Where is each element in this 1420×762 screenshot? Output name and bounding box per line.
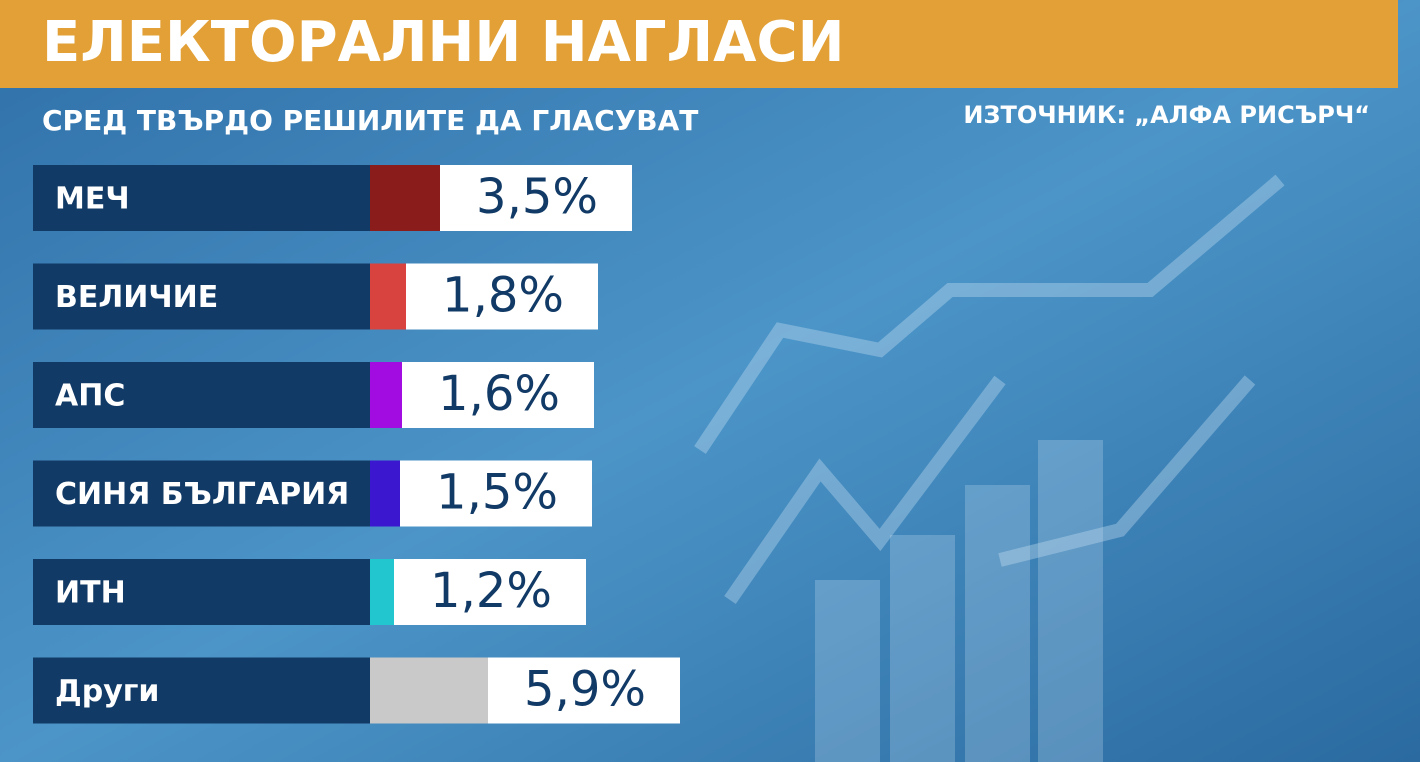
category-label: Други: [55, 674, 159, 709]
value-box: [406, 263, 598, 330]
decoration: [694, 174, 1285, 604]
bar: [370, 657, 488, 724]
value-box: [394, 559, 586, 625]
category-label: АПС: [55, 379, 125, 414]
category-label: СИНЯ БЪЛГАРИЯ: [55, 477, 349, 512]
label-box: [33, 263, 370, 330]
value-box: [488, 657, 680, 724]
value-label: 3,5%: [476, 169, 598, 225]
label-box: [33, 657, 370, 724]
decoration-bars: [815, 440, 1103, 762]
label-box: [33, 362, 370, 428]
bar: [370, 165, 440, 231]
source: ИЗТОЧНИК: „АЛФА РИСЪРЧ“: [963, 101, 1370, 129]
bar: [370, 362, 402, 428]
category-label: ВЕЛИЧИЕ: [55, 280, 218, 315]
value-box: [402, 362, 594, 428]
bar: [370, 559, 394, 625]
value-label: 1,8%: [442, 268, 564, 324]
value-label: 1,5%: [436, 465, 558, 521]
bar: [370, 460, 400, 527]
value-label: 1,2%: [430, 563, 552, 619]
bar: [370, 263, 406, 330]
subtitle: СРЕД ТВЪРДО РЕШИЛИТЕ ДА ГЛАСУВАТ: [42, 104, 698, 137]
chart-title: ЕЛЕКТОРАЛНИ НАГЛАСИ: [42, 10, 844, 75]
value-box: [440, 165, 632, 231]
label-box: [33, 460, 370, 527]
value-label: 1,6%: [438, 366, 560, 422]
value-label: 5,9%: [524, 662, 646, 718]
label-box: [33, 165, 370, 231]
category-label: МЕЧ: [55, 182, 130, 217]
title-bar: [0, 0, 1398, 88]
value-box: [400, 460, 592, 527]
category-label: ИТН: [55, 576, 126, 611]
label-box: [33, 559, 370, 625]
